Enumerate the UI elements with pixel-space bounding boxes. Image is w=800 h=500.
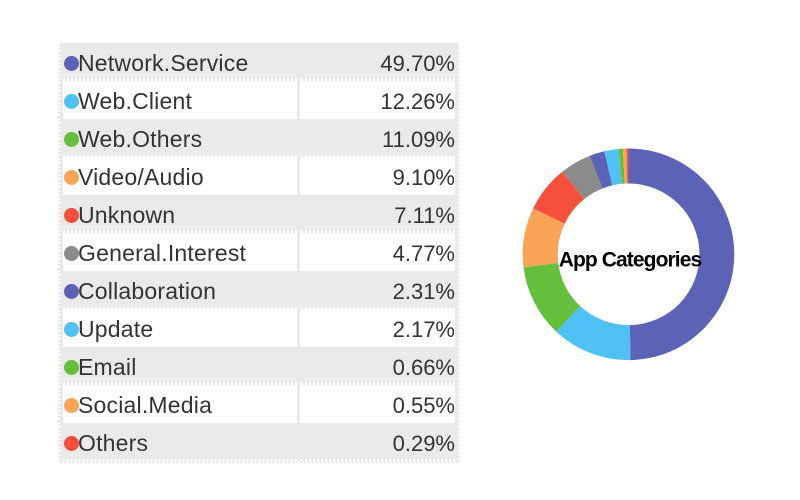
svg-text:App Categories: App Categories [559, 249, 702, 272]
